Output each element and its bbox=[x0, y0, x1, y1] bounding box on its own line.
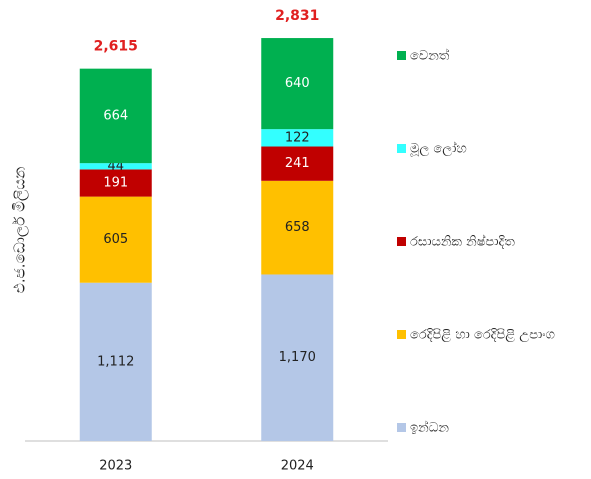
bar-segment bbox=[261, 38, 334, 130]
legend-swatch bbox=[397, 144, 406, 153]
data-label: 1,170 bbox=[279, 350, 316, 365]
bar-segment bbox=[79, 169, 152, 197]
data-label: 658 bbox=[285, 220, 310, 235]
data-label: 191 bbox=[103, 176, 128, 191]
bar-segment bbox=[261, 180, 334, 275]
data-label: 241 bbox=[285, 156, 310, 171]
y-axis-label: එ.ජ.ඩොලර් මිලියන bbox=[11, 167, 29, 294]
bar-segment bbox=[79, 68, 152, 164]
data-label: 122 bbox=[285, 130, 310, 145]
data-label: 605 bbox=[103, 232, 128, 247]
x-tick-label: 2024 bbox=[281, 459, 314, 474]
data-label: 1,112 bbox=[97, 354, 134, 369]
bar-segment bbox=[79, 196, 152, 283]
legend-label: ඉන්ධන bbox=[410, 419, 449, 435]
legend-swatch bbox=[397, 423, 406, 432]
legend-label: රසායනික නිෂ්පාදිත bbox=[410, 233, 515, 249]
legend-label: රෙදිපිළි හා රෙදිපිළි උපාංග bbox=[410, 328, 555, 343]
legend-swatch bbox=[397, 237, 406, 246]
data-label: 640 bbox=[285, 76, 310, 91]
legend-swatch bbox=[397, 330, 406, 339]
legend-swatch bbox=[397, 51, 406, 60]
total-label: 2,615 bbox=[94, 39, 138, 55]
bar-segment bbox=[261, 146, 334, 181]
legend-label: වෙනත් bbox=[410, 47, 450, 63]
bar-segment bbox=[261, 129, 334, 147]
bar-segment bbox=[261, 274, 334, 441]
legend-label: මූල ලෝහ bbox=[409, 141, 466, 157]
bar-segment bbox=[79, 163, 152, 170]
total-label: 2,831 bbox=[275, 8, 319, 24]
x-tick-label: 2023 bbox=[99, 459, 132, 474]
data-label: 664 bbox=[103, 108, 128, 123]
bar-segment bbox=[79, 282, 152, 441]
